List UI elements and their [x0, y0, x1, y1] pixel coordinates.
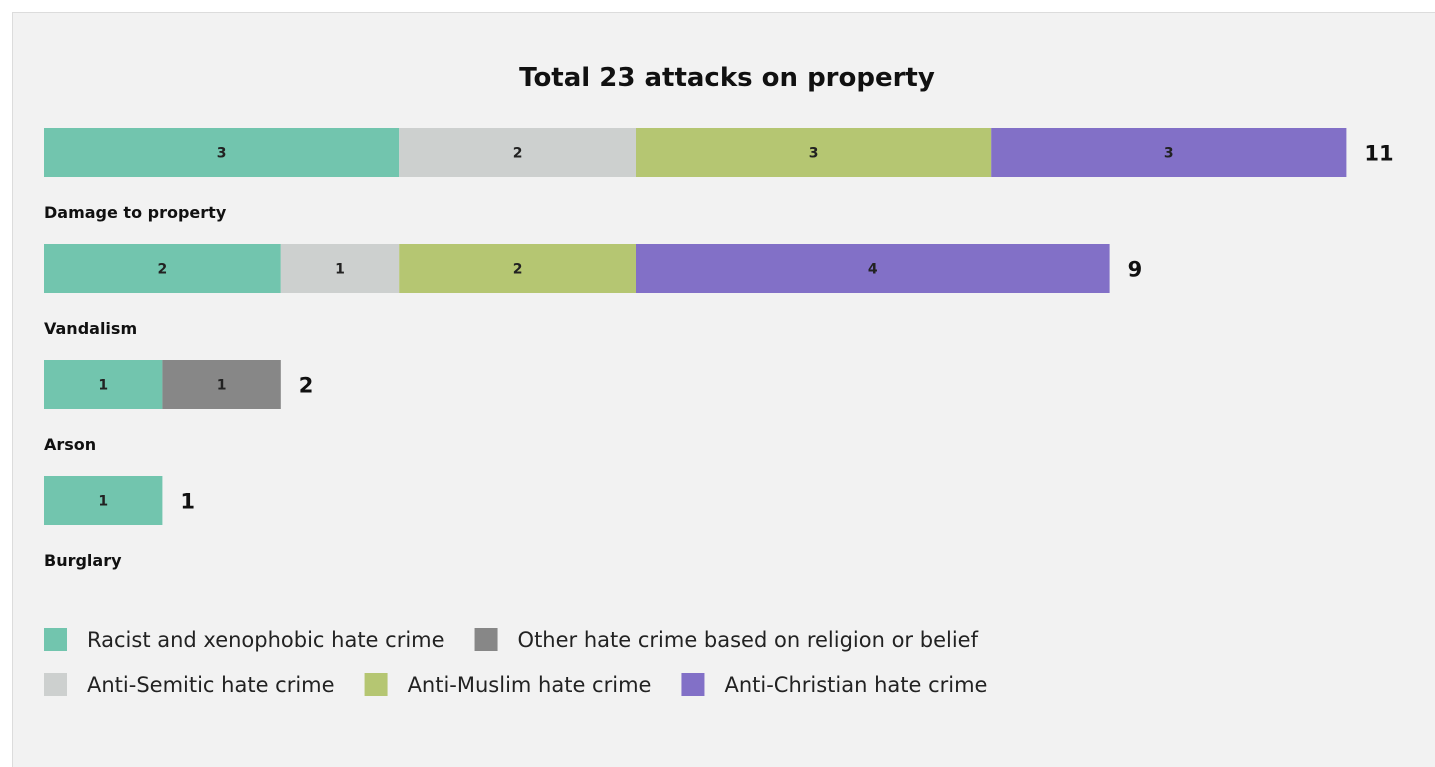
legend-label: Anti-Semitic hate crime: [87, 673, 335, 697]
segment-value-label: 2: [158, 262, 168, 278]
bar-row-damage-to-property: 3 2 3 3 11 Damage to property: [44, 128, 1394, 222]
bar-segment-damage-to-property-racist-and-xenophobic-hate-crime: [44, 128, 400, 177]
bar-row-vandalism: 2 1 2 4 9 Vandalism: [44, 244, 1142, 338]
legend-item-anti-semitic-hate-crime: Anti-Semitic hate crime: [44, 673, 335, 697]
bar-total-label: 9: [1128, 258, 1143, 282]
category-label: Arson: [44, 435, 96, 454]
segment-value-label: 3: [217, 146, 227, 162]
legend: Racist and xenophobic hate crime Other ha…: [44, 628, 987, 697]
bar-segment-damage-to-property-anti-christian-hate-crime: [991, 128, 1347, 177]
bar-segment-arson-other-hate-crime-based-on-religion-or-belief: [162, 360, 281, 409]
legend-swatch: [364, 673, 388, 696]
bar-total-label: 11: [1364, 142, 1393, 166]
legend-item-other-hate-crime-based-on-religion-or-belief: Other hate crime based on religion or be…: [474, 628, 979, 652]
legend-item-racist-and-xenophobic-hate-crime: Racist and xenophobic hate crime: [44, 628, 445, 652]
category-label: Vandalism: [44, 319, 137, 338]
bar-total-label: 1: [180, 490, 195, 514]
segment-value-label: 2: [513, 146, 523, 162]
segment-value-label: 1: [217, 378, 227, 394]
legend-label: Anti-Muslim hate crime: [408, 673, 652, 697]
legend-label: Other hate crime based on religion or be…: [518, 628, 979, 652]
bar-segment-damage-to-property-anti-muslim-hate-crime: [636, 128, 992, 177]
legend-item-anti-muslim-hate-crime: Anti-Muslim hate crime: [364, 673, 652, 697]
legend-swatch: [474, 628, 498, 651]
bar-total-label: 2: [299, 374, 314, 398]
bar-segment-vandalism-anti-christian-hate-crime: [636, 244, 1110, 293]
legend-swatch: [681, 673, 705, 696]
segment-value-label: 1: [98, 378, 108, 394]
segment-value-label: 3: [809, 146, 819, 162]
category-label: Burglary: [44, 551, 122, 570]
bar-segment-burglary-racist-and-xenophobic-hate-crime: [44, 476, 163, 525]
legend-item-anti-christian-hate-crime: Anti-Christian hate crime: [681, 673, 987, 697]
legend-swatch: [44, 673, 67, 696]
segment-value-label: 2: [513, 262, 523, 278]
segment-value-label: 1: [335, 262, 345, 278]
bar-row-burglary: 1 1 Burglary: [44, 476, 195, 570]
legend-label: Racist and xenophobic hate crime: [87, 628, 445, 652]
legend-swatch: [44, 628, 67, 651]
segment-value-label: 4: [868, 262, 878, 278]
bar-segment-damage-to-property-anti-semitic-hate-crime: [399, 128, 636, 177]
bar-segment-vandalism-racist-and-xenophobic-hate-crime: [44, 244, 281, 293]
segment-value-label: 1: [98, 494, 108, 510]
segment-value-label: 3: [1164, 146, 1174, 162]
category-label: Damage to property: [44, 203, 227, 222]
bar-segment-vandalism-anti-muslim-hate-crime: [399, 244, 636, 293]
legend-label: Anti-Christian hate crime: [724, 673, 987, 697]
chart-title: Total 23 attacks on property: [519, 63, 935, 93]
bar-segment-vandalism-anti-semitic-hate-crime: [280, 244, 400, 293]
bar-row-arson: 1 1 2 Arson: [44, 360, 313, 454]
bar-segment-arson-racist-and-xenophobic-hate-crime: [44, 360, 163, 409]
